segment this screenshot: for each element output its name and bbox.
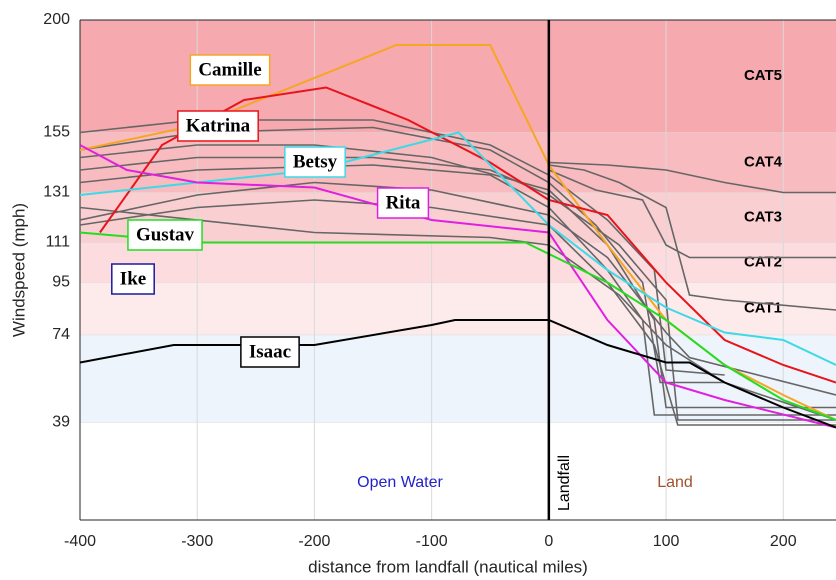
category-label: CAT4 xyxy=(744,153,783,170)
y-tick-label: 95 xyxy=(52,274,70,291)
storm-label-box xyxy=(240,336,300,368)
y-tick-label: 131 xyxy=(43,184,70,201)
y-tick-label: 111 xyxy=(46,234,70,251)
x-tick-label: -400 xyxy=(64,533,96,550)
storm-label-box xyxy=(111,263,155,295)
storm-line xyxy=(80,144,836,429)
storm-label-box xyxy=(189,54,271,86)
storm-label: Gustav xyxy=(136,224,195,245)
y-tick-label: 200 xyxy=(43,11,70,28)
track-line xyxy=(548,161,836,194)
storm-line xyxy=(99,86,836,384)
category-band xyxy=(80,282,836,335)
storm-label: Katrina xyxy=(186,115,251,136)
category-band xyxy=(80,335,836,423)
storm-label: Ike xyxy=(120,268,146,289)
storm-label-box xyxy=(376,187,430,219)
track-line xyxy=(548,169,836,259)
x-axis-label: distance from landfall (nautical miles) xyxy=(308,557,588,576)
annotation: Open Water xyxy=(357,474,443,491)
storm-line xyxy=(80,131,836,366)
storm-label-box xyxy=(127,219,203,251)
storm-label-box xyxy=(177,110,259,142)
x-tick-label: -200 xyxy=(298,533,330,550)
storm-label: Isaac xyxy=(249,341,291,362)
y-tick-label: 155 xyxy=(43,124,70,141)
storm-line xyxy=(80,231,836,421)
x-tick-label: -300 xyxy=(181,533,213,550)
storm-label: Rita xyxy=(386,192,421,213)
category-label: CAT5 xyxy=(744,67,782,84)
x-tick-label: 200 xyxy=(770,533,797,550)
storm-label-box xyxy=(284,146,346,178)
storm-label: Betsy xyxy=(293,151,338,172)
storm-line xyxy=(80,44,836,421)
y-tick-label: 39 xyxy=(52,414,70,431)
y-tick-label: 74 xyxy=(52,326,70,343)
x-tick-label: -100 xyxy=(416,533,448,550)
annotation: Landfall xyxy=(556,455,573,511)
x-tick-label: 100 xyxy=(653,533,680,550)
annotation: Land xyxy=(657,474,693,491)
storm-label: Camille xyxy=(198,59,261,80)
category-band xyxy=(80,192,836,243)
x-tick-label: 0 xyxy=(544,533,553,550)
track-line xyxy=(548,164,836,311)
y-axis-label: Windspeed (mph) xyxy=(9,203,28,337)
category-label: CAT2 xyxy=(744,253,782,270)
category-label: CAT3 xyxy=(744,208,782,225)
category-band xyxy=(80,242,836,283)
